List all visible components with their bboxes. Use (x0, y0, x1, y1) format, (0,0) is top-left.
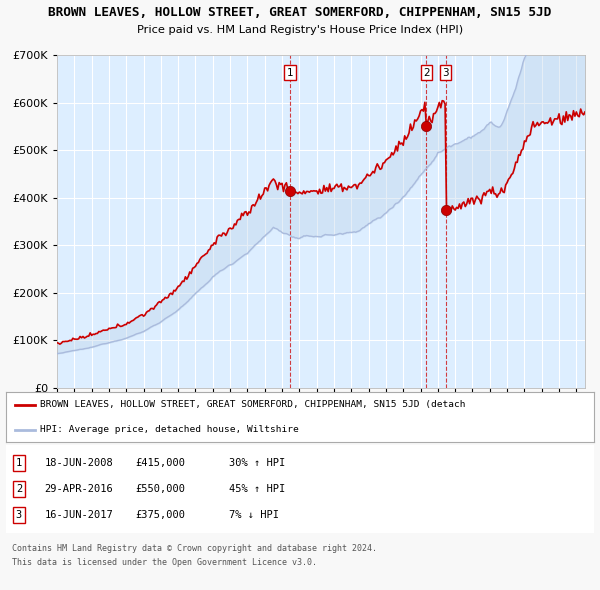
Text: 16-JUN-2017: 16-JUN-2017 (44, 510, 113, 520)
Text: This data is licensed under the Open Government Licence v3.0.: This data is licensed under the Open Gov… (12, 558, 317, 566)
Point (421, 122, 431, 131)
Text: £550,000: £550,000 (136, 484, 185, 494)
Text: 7% ↓ HPI: 7% ↓ HPI (229, 510, 280, 520)
Text: 1: 1 (16, 458, 22, 468)
Text: 3: 3 (16, 510, 22, 520)
Text: Price paid vs. HM Land Registry's House Price Index (HPI): Price paid vs. HM Land Registry's House … (137, 25, 463, 35)
Text: 29-APR-2016: 29-APR-2016 (44, 484, 113, 494)
Text: 2: 2 (16, 484, 22, 494)
Text: 3: 3 (443, 68, 449, 78)
Text: 1: 1 (287, 68, 293, 78)
Text: 45% ↑ HPI: 45% ↑ HPI (229, 484, 286, 494)
Text: £375,000: £375,000 (136, 510, 185, 520)
Point (441, 205, 451, 214)
Text: 2: 2 (423, 68, 430, 78)
Text: HPI: Average price, detached house, Wiltshire: HPI: Average price, detached house, Wilt… (40, 425, 299, 434)
Text: BROWN LEAVES, HOLLOW STREET, GREAT SOMERFORD, CHIPPENHAM, SN15 5JD: BROWN LEAVES, HOLLOW STREET, GREAT SOMER… (49, 6, 551, 19)
Point (285, 186, 295, 195)
Text: 18-JUN-2008: 18-JUN-2008 (44, 458, 113, 468)
Text: £415,000: £415,000 (136, 458, 185, 468)
Text: 30% ↑ HPI: 30% ↑ HPI (229, 458, 286, 468)
Text: Contains HM Land Registry data © Crown copyright and database right 2024.: Contains HM Land Registry data © Crown c… (12, 543, 377, 553)
Text: BROWN LEAVES, HOLLOW STREET, GREAT SOMERFORD, CHIPPENHAM, SN15 5JD (detach: BROWN LEAVES, HOLLOW STREET, GREAT SOMER… (40, 400, 466, 409)
